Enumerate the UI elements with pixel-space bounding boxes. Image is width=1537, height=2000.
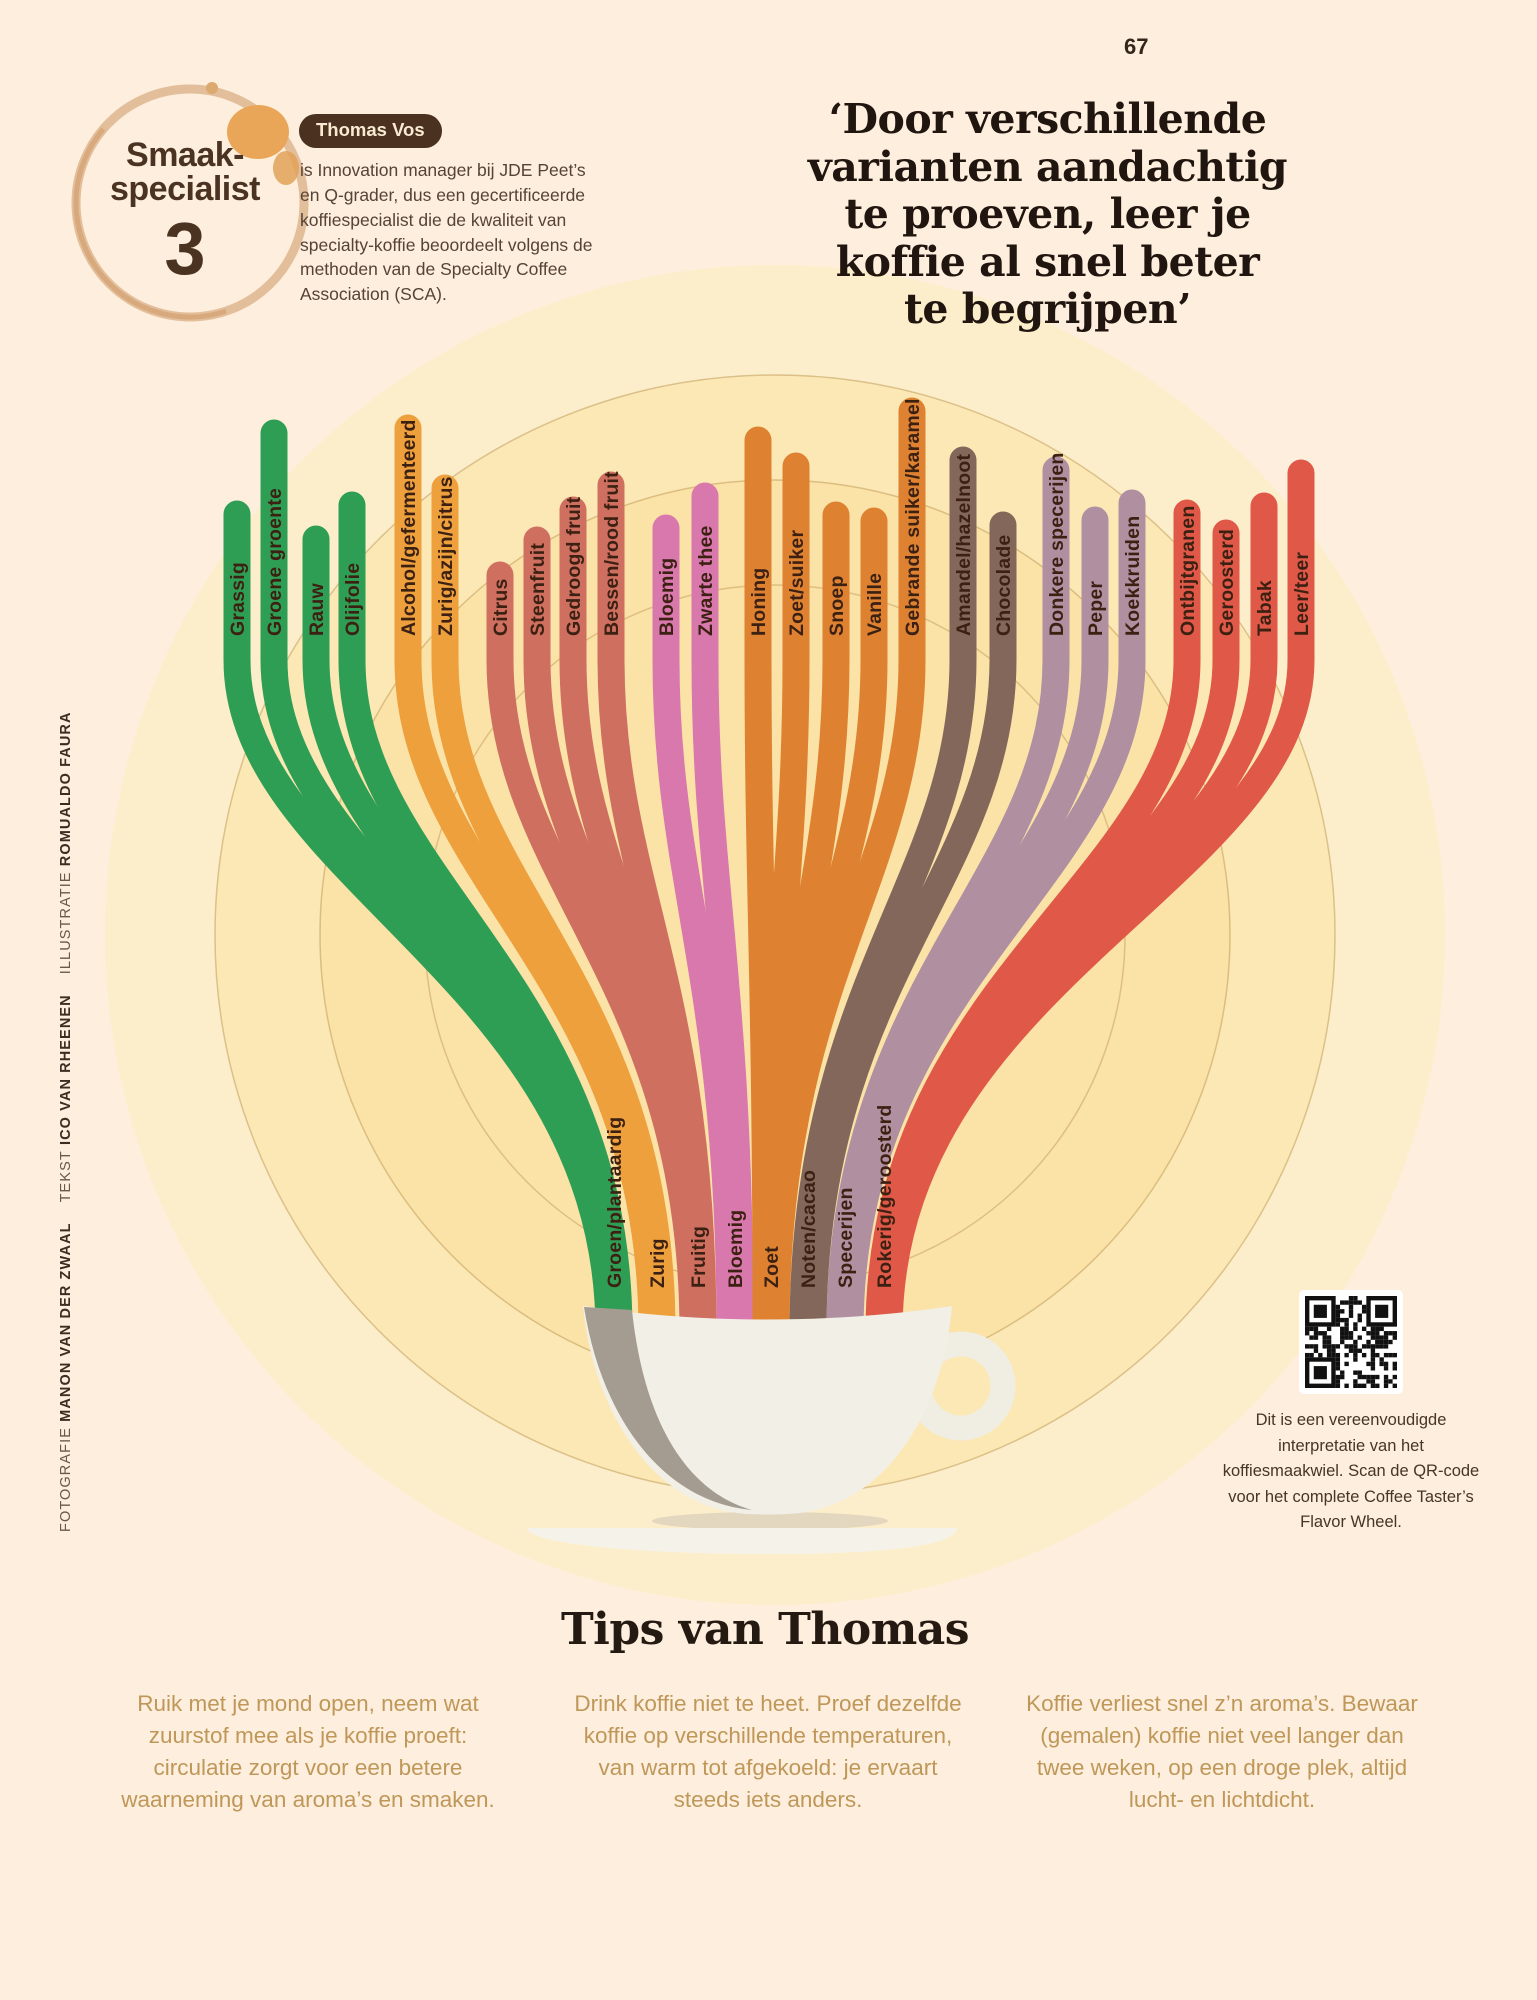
flavor-branch-path [691,482,754,1346]
qr-caption: Dit is een vereenvoudigde interpretatie … [1222,1411,1480,1532]
flavor-trunk-label: Zoet [761,1246,783,1288]
flavor-branch-label: Citrus [490,578,512,636]
flavor-branch-path [799,511,1017,1346]
qr-code-pattern [1305,1296,1397,1388]
tip-item-3: Koffie verliest snel z’n aroma’s. Bewaar… [1026,1691,1418,1812]
expert-name-pill: Thomas Vos [299,114,442,148]
flavor-branch-label: Honing [748,568,770,636]
flavor-branch-label: Snoep [826,575,848,636]
coffee-stain-ring-dark [73,86,307,320]
flavor-branch-label: Zoet/suiker [786,530,808,636]
expert-bio: is Innovation manager bij JDE Peet’s en … [300,160,593,305]
flavor-branch-label: Leer/teer [1291,552,1313,636]
flavor-branch-label: Zwarte thee [695,525,717,636]
coffee-stain [71,82,309,322]
cup-shadow [652,1512,888,1530]
flavor-branch-label: Peper [1085,581,1107,636]
badge-title-line1: Smaak- [126,136,244,174]
flavor-trunk-label: Fruitig [688,1226,710,1288]
flavor-trunk-label: Specerijen [835,1187,857,1288]
flavor-branch-path [836,489,1146,1346]
flavor-trunk-label: Groen/plantaardig [604,1117,626,1288]
flavor-trunk-label: Bloemig [725,1210,747,1288]
flavor-branch-label: Amandel/hazelnoot [953,454,975,636]
coffee-stain-blob [227,105,289,159]
badge-title-line2: specialist [110,170,260,208]
flavor-branch-label: Chocolade [993,535,1015,636]
flavor-branch-label: Gedroogd fruit [563,496,585,636]
flavor-branch-label: Groene groente [264,488,286,636]
flavor-branch-label: Zurig/azijn/citrus [435,476,457,636]
cup-body-shading [584,1307,752,1510]
coffee-stain-dot [206,82,218,94]
coffee-stain-blob-small [273,151,299,185]
page-number: 67 [1124,34,1149,59]
flavor-trunk-label: Rokerig/geroosterd [874,1105,896,1288]
cup-saucer [527,1528,957,1554]
badge-number: 3 [164,207,206,290]
flavor-branch-path [597,471,717,1346]
tip-item-2: Drink koffie niet te heet. Proef dezelfd… [574,1691,962,1812]
flavor-branch-label: Gebrande suiker/karamel [902,398,924,636]
flavor-trunk-label: Zurig [647,1238,669,1288]
tip-item-1: Ruik met je mond open, neem wat zuurstof… [121,1691,495,1812]
credit-name: ROMUALDO FAURA [58,711,74,867]
flavor-branch-label: Tabak [1254,580,1276,636]
tips-heading: Tips van Thomas [560,1604,970,1655]
flavor-branch-label: Olijfolie [342,563,364,636]
credit-name: MANON VAN DER ZWAAL [58,1222,74,1422]
credit-role: TEKST [58,1150,74,1203]
flavor-branch-path [431,474,676,1346]
flavor-branch-label: Rauw [306,583,328,636]
credit-role: ILLUSTRATIE [58,871,74,975]
flavor-branch-label: Bloemig [656,558,678,636]
flavor-branch-label: Grassig [227,562,249,636]
flavor-branch-label: Vanille [864,573,886,636]
qr-code [1299,1290,1403,1394]
flavor-branch-label: Alcohol/gefermenteerd [398,419,420,636]
pull-quote: ‘Door verschillende varianten aandachtig… [807,95,1288,334]
flavor-branch-label: Steenfruit [527,543,549,636]
flavor-trunk-label: Noten/cacao [798,1170,820,1288]
flavor-branch-label: Bessen/rood fruit [601,471,623,636]
flavor-branch-path [875,459,1315,1346]
flavor-branch-label: Ontbijtgranen [1177,506,1199,636]
coffee-cup [527,1306,1016,1554]
flavor-branch-label: Koekkruiden [1122,516,1144,636]
credit-role: FOTOGRAFIE [58,1427,74,1532]
flavor-branch-label: Geroosterd [1216,529,1238,636]
credits-sidebar: FOTOGRAFIE MANON VAN DER ZWAAL TEKST ICO … [58,711,74,1532]
credit-name: ICO VAN RHEENEN [58,994,74,1146]
flavor-branch-path [762,397,926,1346]
coffee-stain-ring [71,84,309,322]
flavor-branch-label: Donkere specerijen [1046,452,1068,636]
flavor-branch-path [338,491,633,1346]
flavor-tree: Grassig Groene groente Rauw Olijfolie Groen/… [223,397,1315,1346]
